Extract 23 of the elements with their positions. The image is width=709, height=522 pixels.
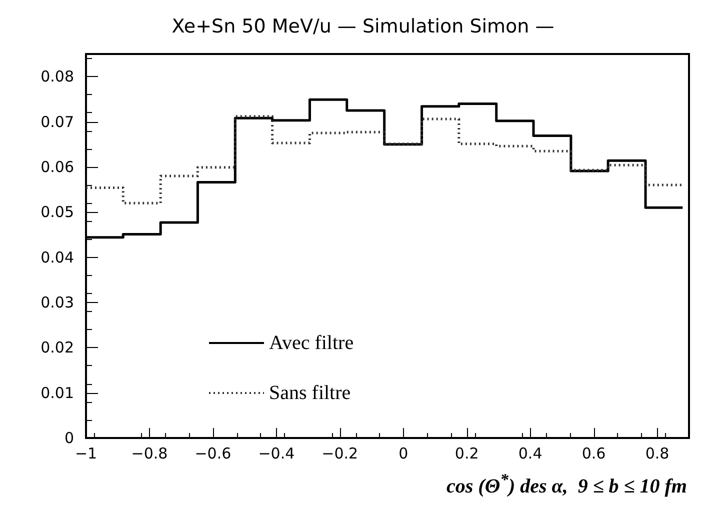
y-tick-label: 0.03 (40, 293, 74, 312)
x-tick-label: 0.8 (645, 444, 670, 462)
legend-label: Avec filtre (269, 332, 354, 354)
y-tick-label: 0.05 (40, 203, 74, 222)
y-tick-label: 0.07 (40, 112, 74, 131)
y-tick-label: 0 (64, 429, 74, 447)
y-tick-label: 0.06 (40, 158, 74, 176)
legend-label: Sans filtre (269, 382, 351, 404)
x-tick-label: 0 (398, 444, 408, 462)
x-tick-label: −0.4 (258, 444, 295, 462)
y-tick-label: 0.08 (40, 68, 74, 86)
x-tick-label: −0.2 (322, 444, 358, 462)
x-tick-label: −0.8 (131, 444, 168, 462)
x-tick-label: 0.6 (582, 444, 606, 462)
x-tick-label: 0.4 (518, 444, 542, 462)
x-tick-label: −0.6 (194, 444, 232, 462)
y-tick-label: 0.01 (40, 384, 74, 402)
y-tick-label: 0.04 (40, 248, 74, 266)
y-tick-label: 0.02 (40, 338, 74, 357)
x-axis-title: cos (Θ$^{*}$) des α, 9 ≤ b ≤ 10 fm (446, 470, 687, 499)
x-tick-label: 0.2 (454, 444, 479, 462)
chart-title: Xe+Sn 50 MeV/u — Simulation Simon — (172, 16, 554, 38)
x-tick-label: −1 (74, 444, 98, 462)
